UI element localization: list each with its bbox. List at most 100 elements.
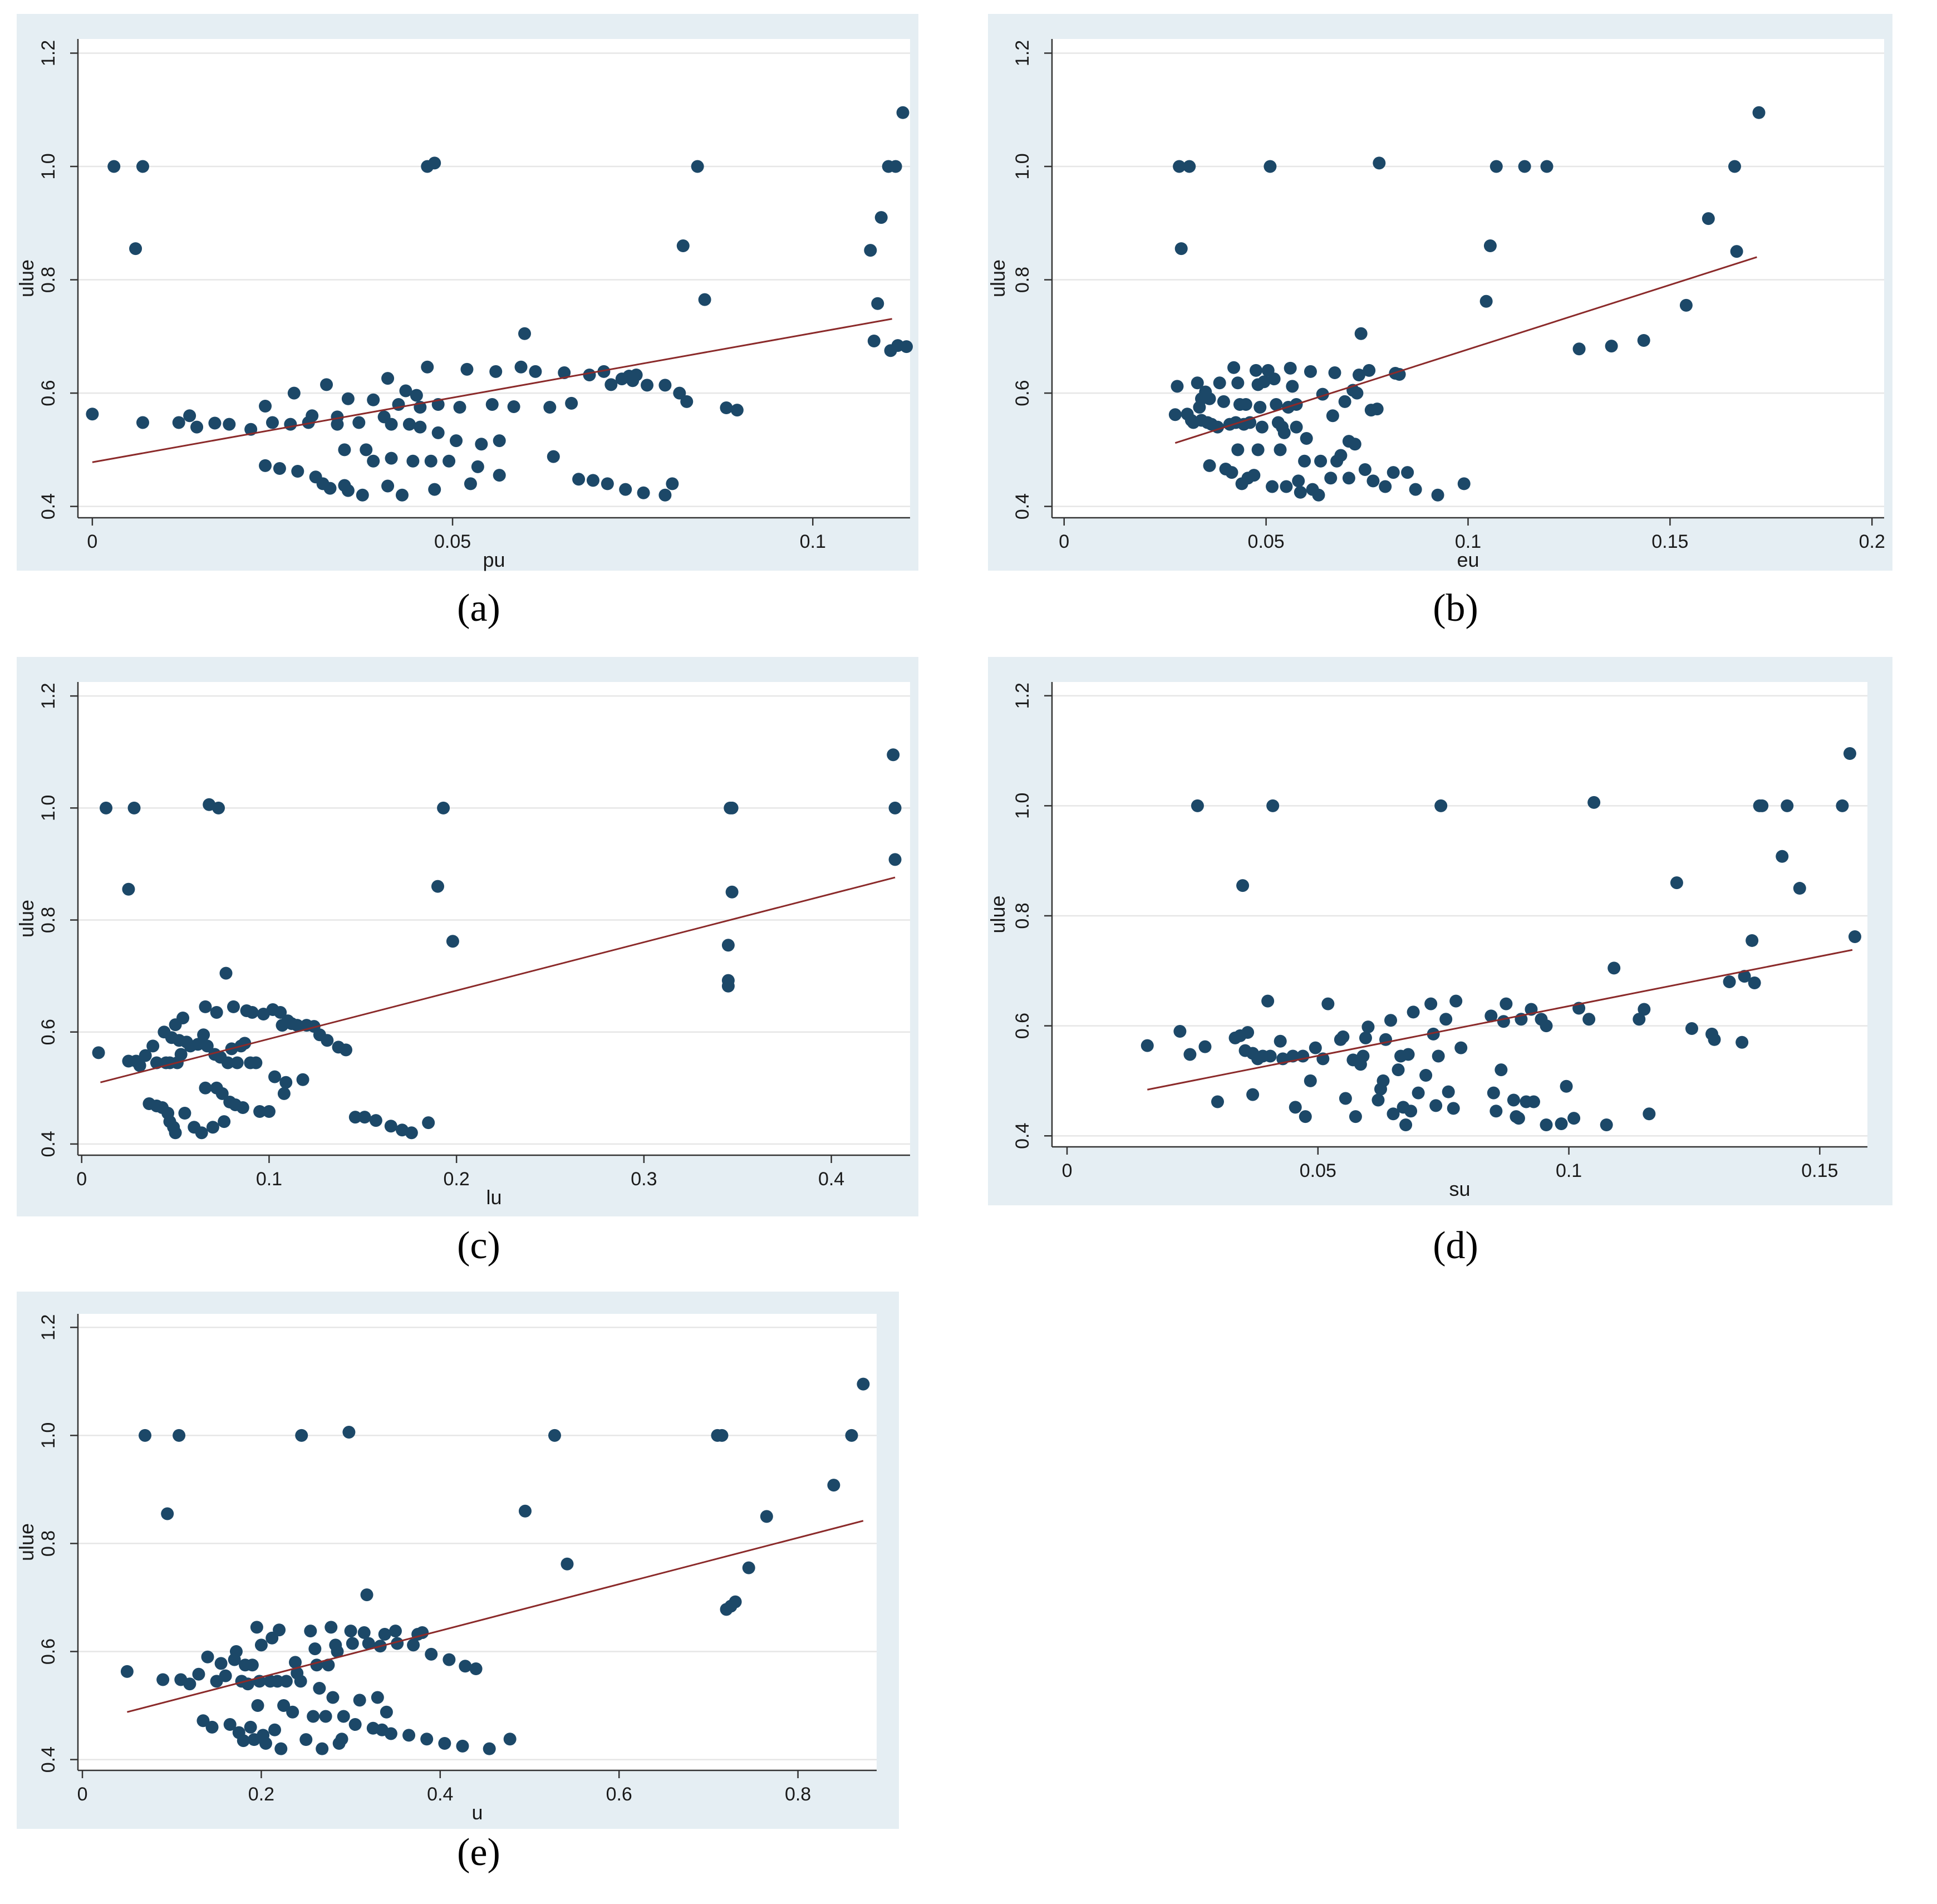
data-point [871,297,884,310]
data-point [1454,1041,1468,1054]
y-axis-label: ulue [15,259,38,297]
data-point [360,1588,373,1602]
data-point [1203,392,1216,405]
data-point [725,885,739,899]
data-point [1607,961,1621,975]
data-point [133,1059,146,1072]
data-point [1432,1049,1445,1063]
data-point [1217,395,1230,408]
plot-area [1052,682,1867,1147]
data-point [1247,469,1261,482]
data-point [1373,156,1386,170]
data-point [136,416,149,429]
x-tick-label: 0.05 [1248,531,1285,552]
data-point [161,1507,174,1520]
data-point [268,1070,282,1083]
data-point [742,1561,755,1574]
data-point [380,1705,393,1719]
data-point [339,1043,352,1057]
data-point [92,1046,105,1059]
data-point [279,1675,293,1688]
data-point [197,1028,210,1042]
data-point [215,1087,229,1100]
data-point [1384,1014,1398,1027]
y-tick-label: 0.8 [38,267,59,293]
data-point [888,801,902,814]
x-tick-label: 0.4 [818,1169,844,1190]
data-point [1253,401,1267,414]
x-tick-label: 0 [1059,531,1069,552]
data-point [348,1718,362,1731]
y-tick-label: 0.8 [38,1530,59,1557]
data-point [698,293,711,306]
data-point [641,379,654,392]
data-point [172,416,185,429]
data-point [358,1111,371,1124]
data-point [1289,1101,1302,1114]
data-point [1756,799,1769,812]
data-point [402,1729,416,1742]
data-point [896,106,909,119]
data-point [1670,876,1683,890]
data-point [244,1720,257,1734]
data-point [237,1734,250,1748]
data-point [604,378,618,391]
data-point [1264,160,1277,173]
data-point [146,1039,160,1053]
data-point [251,1699,264,1712]
data-point [353,1694,366,1707]
data-point [1431,488,1444,502]
data-point [385,452,398,465]
data-point [1236,879,1250,892]
data-point [236,1101,249,1114]
data-point [1843,747,1856,760]
data-point [1183,1048,1197,1061]
data-point [176,1012,190,1025]
plot-area [78,39,910,518]
data-point [1321,997,1335,1010]
data-point [156,1673,170,1686]
data-point [295,1429,308,1442]
data-point [1348,438,1361,451]
x-tick-label: 0.3 [631,1169,657,1190]
data-point [1174,242,1188,256]
data-point [395,488,409,502]
data-point [271,1675,284,1688]
data-point [410,389,423,402]
data-point [601,477,614,490]
data-point [1752,106,1766,119]
data-point [1540,160,1553,173]
data-point [874,211,888,224]
data-point [1540,1019,1553,1033]
data-point [619,483,632,496]
data-point [183,409,196,423]
data-point [1290,420,1303,434]
data-point [323,482,337,495]
x-tick-label: 0.2 [248,1784,274,1805]
data-point [1168,408,1182,421]
x-tick-label: 0.2 [1859,531,1885,552]
data-point [250,1621,263,1634]
y-tick-label: 1.2 [1012,683,1033,709]
data-point [1572,342,1586,356]
data-point [223,1718,237,1731]
data-point [1270,398,1283,411]
data-point [326,1691,340,1704]
data-point [456,1739,469,1753]
data-point [262,1105,276,1118]
chart-c: 0.4 0.6 0.8 1.0 1.2 0 0.1 0.2 0.3 0.4 lu ulue (c) [15,657,918,1267]
data-point [341,484,355,497]
data-point [322,1658,335,1672]
data-point [86,408,99,421]
data-point [192,1667,205,1681]
data-point [253,1105,267,1118]
data-point [1203,459,1216,472]
y-tick-label: 0.8 [38,907,59,933]
data-point [357,1626,371,1640]
data-point [1231,443,1245,457]
y-tick-label: 0.4 [38,1746,59,1773]
data-point [1730,245,1743,258]
data-point [406,454,420,468]
fit-line [1174,256,1757,444]
data-point [1274,443,1287,457]
